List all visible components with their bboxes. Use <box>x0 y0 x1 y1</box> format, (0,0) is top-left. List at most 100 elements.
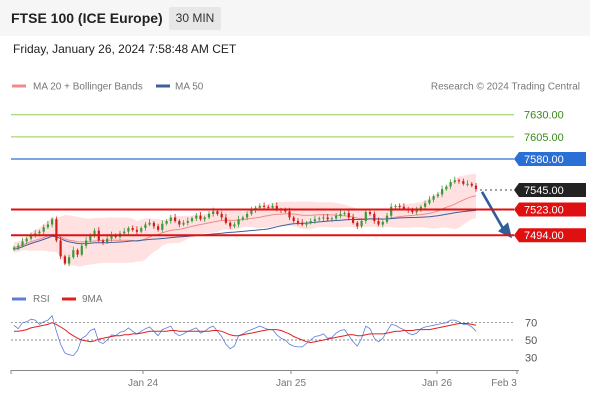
level-label: 7523.00 <box>524 205 564 217</box>
candle-body <box>453 180 456 183</box>
candle-body <box>449 182 452 187</box>
rsi-legend-swatch <box>12 297 26 301</box>
candle-body <box>360 221 363 227</box>
candle-body <box>25 238 28 242</box>
candle-body <box>144 224 147 228</box>
candle-body <box>220 213 223 218</box>
candle-body <box>165 221 168 224</box>
interval-badge[interactable]: 30 MIN <box>169 7 221 30</box>
rsi-tick-label: 30 <box>525 352 537 364</box>
candle-body <box>436 194 439 197</box>
candle-body <box>148 222 151 225</box>
candle-body <box>169 217 172 221</box>
ma50-legend-label: MA 50 <box>175 82 204 93</box>
candle-body <box>186 221 189 223</box>
candle-body <box>85 240 88 246</box>
candle-body <box>288 211 291 218</box>
candle-body <box>89 235 92 241</box>
ma9-legend-label: 9MA <box>82 294 103 305</box>
level-label-box <box>514 183 586 197</box>
x-tick-label: Jan 26 <box>422 378 452 389</box>
candle-body <box>364 212 367 221</box>
forecast-arrow <box>480 191 506 231</box>
candle-body <box>101 240 105 243</box>
candle-body <box>237 219 240 225</box>
rsi-tick-label: 50 <box>525 335 537 347</box>
candle-body <box>152 222 155 227</box>
ma20-legend-label: MA 20 + Bollinger Bands <box>33 82 143 93</box>
candle-body <box>432 196 435 200</box>
rsi-line <box>13 314 477 357</box>
candle-body <box>229 222 232 227</box>
candle-body <box>271 205 274 208</box>
candle-body <box>212 211 215 214</box>
candle-body <box>123 231 126 234</box>
candle-body <box>352 217 355 223</box>
level-label-box <box>514 202 586 217</box>
ma50-line <box>13 209 477 250</box>
candle-body <box>441 189 444 195</box>
rsi-ma-line <box>14 322 477 344</box>
bollinger-band <box>14 173 476 267</box>
level-label: 7605.00 <box>524 132 564 144</box>
candle-body <box>428 199 431 204</box>
candle-body <box>318 218 321 220</box>
candle-body <box>381 221 384 225</box>
candle-body <box>63 256 66 264</box>
candle-body <box>313 219 316 221</box>
level-label: 7630.00 <box>524 110 564 122</box>
candle-body <box>127 228 130 232</box>
candle-body <box>59 240 62 257</box>
candle-body <box>17 245 20 248</box>
candle-body <box>131 228 134 230</box>
candle-body <box>466 183 469 185</box>
candle-body <box>411 210 414 213</box>
candle-body <box>373 213 376 221</box>
candle-body <box>445 186 448 190</box>
x-axis: Jan 24 Jan 25 Jan 26 Feb 3 <box>10 370 518 389</box>
ma9-legend-swatch <box>62 297 76 301</box>
candle-body <box>263 205 266 207</box>
credit-text: Research © 2024 Trading Central <box>431 82 580 93</box>
candle-body <box>29 235 33 239</box>
candle-body <box>224 217 227 223</box>
candle-body <box>377 221 380 225</box>
candle-body <box>301 222 304 225</box>
candle-body <box>135 229 138 232</box>
candle-body <box>140 228 143 232</box>
level-label-box <box>514 228 586 243</box>
ma20-legend-swatch <box>12 84 26 88</box>
x-tick-label: Feb 3 <box>491 378 517 389</box>
x-tick-label: Jan 25 <box>276 378 306 389</box>
candle-body <box>207 213 211 218</box>
candle-body <box>474 185 478 190</box>
rsi-legend-label: RSI <box>33 294 50 305</box>
candle-body <box>161 223 164 230</box>
levels-layer: 7630.00 7605.00 7580.00 7545.00 7523.00 7494.… <box>11 110 586 243</box>
candle-body <box>195 215 198 219</box>
candle-body <box>241 217 244 220</box>
level-label: 7545.00 <box>524 185 564 197</box>
x-tick-label: Jan 24 <box>128 378 158 389</box>
candle-body <box>267 206 270 208</box>
candle-body <box>296 221 300 223</box>
rsi-layer: 70 50 30 <box>11 314 537 364</box>
candle-body <box>68 257 71 264</box>
price-layer <box>12 173 512 267</box>
candle-body <box>55 219 58 241</box>
candle-body <box>72 250 75 258</box>
candle-body <box>250 210 253 214</box>
candle-body <box>424 203 427 207</box>
candle-body <box>182 222 185 225</box>
candle-body <box>326 217 329 220</box>
candle-body <box>178 221 181 225</box>
candle-body <box>157 226 160 230</box>
level-label: 7580.00 <box>524 154 564 166</box>
level-label-box <box>514 152 586 166</box>
candle-body <box>415 210 418 213</box>
ma50-legend-swatch <box>156 84 170 88</box>
candle-body <box>292 217 295 221</box>
candle-body <box>76 250 79 255</box>
candle-body <box>385 215 389 222</box>
candle-body <box>258 205 261 208</box>
